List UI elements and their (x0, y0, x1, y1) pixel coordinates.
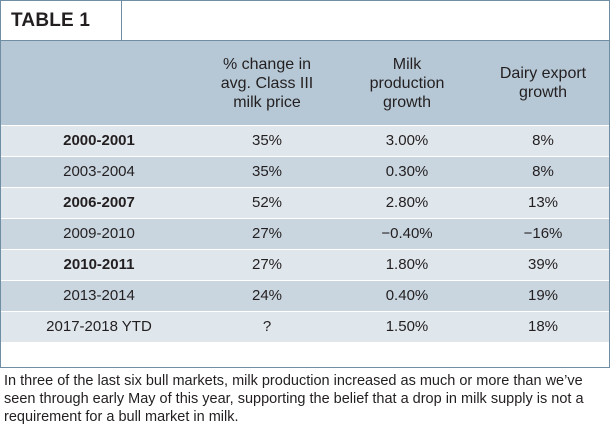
row-milk-growth: 0.40% (385, 287, 429, 304)
row-period: 2010-2011 (63, 256, 135, 273)
table-frame: TABLE 1 % change in avg. Class III milk … (0, 0, 610, 368)
row-period: 2017-2018 YTD (46, 318, 152, 335)
row-price-change: 24% (251, 287, 283, 304)
header-export-growth: Dairy export growth (499, 65, 587, 101)
table-row: 2006-2007 52% 2.80% 13% (1, 187, 609, 218)
row-period: 2003-2004 (63, 163, 135, 180)
table-body: 2000-2001 35% 3.00% 8% 2003-2004 35% 0.3… (1, 125, 609, 342)
row-period: 2000-2001 (63, 132, 135, 149)
row-price-change: 52% (251, 194, 283, 211)
table-row: 2017-2018 YTD ? 1.50% 18% (1, 311, 609, 342)
header-price-change: % change in avg. Class III milk price (220, 55, 314, 111)
row-price-change: 27% (251, 256, 283, 273)
table-caption: In three of the last six bull markets, m… (4, 373, 584, 425)
row-price-change: ? (262, 318, 272, 335)
row-export-growth: 8% (532, 163, 554, 180)
table-row: 2003-2004 35% 0.30% 8% (1, 156, 609, 187)
row-export-growth: 13% (527, 194, 559, 211)
table-row: 2013-2014 24% 0.40% 19% (1, 280, 609, 311)
table-header: % change in avg. Class III milk price Mi… (1, 41, 609, 125)
row-milk-growth: 0.30% (385, 163, 429, 180)
row-milk-growth: 1.50% (385, 318, 429, 335)
title-bar: TABLE 1 (1, 1, 609, 41)
header-period (1, 41, 197, 125)
row-price-change: 35% (251, 132, 283, 149)
row-milk-growth: 2.80% (385, 194, 429, 211)
row-period: 2006-2007 (63, 194, 135, 211)
row-export-growth: 19% (527, 287, 559, 304)
title-divider (122, 40, 609, 41)
row-milk-growth: 1.80% (385, 256, 429, 273)
header-milk-growth: Milk production growth (369, 55, 445, 111)
row-price-change: 35% (251, 163, 283, 180)
row-export-growth: −16% (523, 225, 563, 242)
table-row: 2000-2001 35% 3.00% 8% (1, 125, 609, 156)
row-export-growth: 18% (527, 318, 559, 335)
row-export-growth: 8% (532, 132, 554, 149)
row-milk-growth: −0.40% (381, 225, 433, 242)
row-export-growth: 39% (527, 256, 559, 273)
row-period: 2013-2014 (63, 287, 135, 304)
table-row: 2010-2011 27% 1.80% 39% (1, 249, 609, 280)
row-period: 2009-2010 (63, 225, 135, 242)
table-row: 2009-2010 27% −0.40% −16% (1, 218, 609, 249)
row-milk-growth: 3.00% (385, 132, 429, 149)
row-price-change: 27% (251, 225, 283, 242)
table-title: TABLE 1 (1, 1, 122, 41)
